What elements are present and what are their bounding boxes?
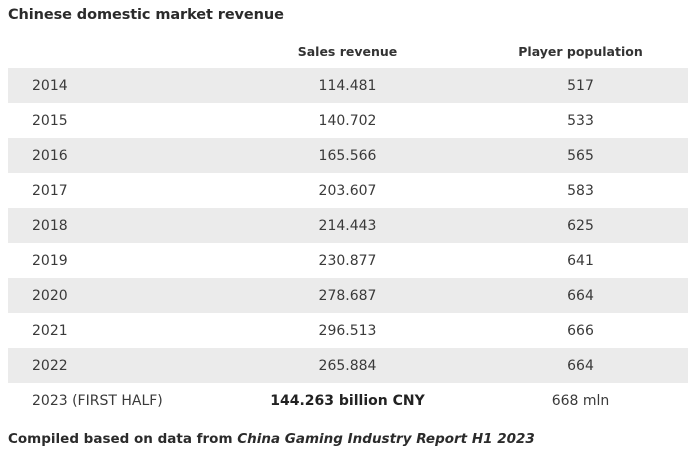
table-row: 2020 278.687 664 <box>8 278 688 313</box>
table-header-row: Sales revenue Player population <box>8 34 688 68</box>
table-row: 2015 140.702 533 <box>8 103 688 138</box>
cell-revenue: 144.263 billion CNY <box>270 392 425 409</box>
cell-revenue: 296.513 <box>318 322 377 339</box>
cell-year: 2014 <box>32 77 68 94</box>
page-title: Chinese domestic market revenue <box>8 7 284 23</box>
cell-year: 2022 <box>32 357 68 374</box>
cell-revenue: 114.481 <box>318 77 377 94</box>
table-row: 2014 114.481 517 <box>8 68 688 103</box>
source-note: Compiled based on data from China Gaming… <box>8 431 535 447</box>
table-row: 2023 (FIRST HALF) 144.263 billion CNY 66… <box>8 383 688 418</box>
cell-revenue: 265.884 <box>318 357 377 374</box>
cell-year: 2017 <box>32 182 68 199</box>
table-row: 2019 230.877 641 <box>8 243 688 278</box>
cell-players: 625 <box>567 217 594 234</box>
source-note-report: China Gaming Industry Report H1 2023 <box>237 431 535 447</box>
cell-revenue: 165.566 <box>318 147 377 164</box>
cell-year: 2018 <box>32 217 68 234</box>
cell-revenue: 278.687 <box>318 287 377 304</box>
header-sales-revenue: Sales revenue <box>297 43 398 59</box>
cell-players: 517 <box>567 77 594 94</box>
table-row: 2016 165.566 565 <box>8 138 688 173</box>
cell-year: 2021 <box>32 322 68 339</box>
cell-revenue: 230.877 <box>318 252 377 269</box>
cell-revenue: 140.702 <box>318 112 377 129</box>
header-player-population: Player population <box>518 43 643 59</box>
cell-year: 2019 <box>32 252 68 269</box>
cell-players: 565 <box>567 147 594 164</box>
cell-year: 2016 <box>32 147 68 164</box>
cell-players: 664 <box>567 287 594 304</box>
table-row: 2022 265.884 664 <box>8 348 688 383</box>
cell-revenue: 203.607 <box>318 182 377 199</box>
cell-year: 2015 <box>32 112 68 129</box>
source-note-prefix: Compiled based on data from <box>8 431 238 447</box>
cell-players: 583 <box>567 182 594 199</box>
cell-revenue: 214.443 <box>318 217 377 234</box>
cell-players: 668 mln <box>551 392 610 409</box>
cell-players: 664 <box>567 357 594 374</box>
table-row: 2017 203.607 583 <box>8 173 688 208</box>
table-row: 2018 214.443 625 <box>8 208 688 243</box>
cell-players: 666 <box>567 322 594 339</box>
cell-year: 2020 <box>32 287 68 304</box>
revenue-table: Sales revenue Player population 2014 114… <box>8 34 688 418</box>
cell-players: 533 <box>567 112 594 129</box>
table-row: 2021 296.513 666 <box>8 313 688 348</box>
cell-players: 641 <box>567 252 594 269</box>
cell-year: 2023 (FIRST HALF) <box>32 392 163 409</box>
